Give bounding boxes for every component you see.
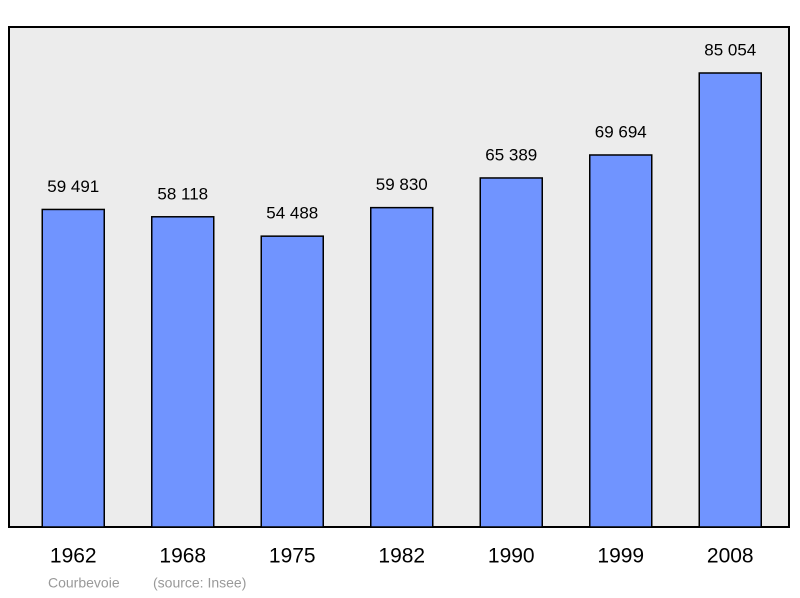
value-label: 54 488	[266, 204, 318, 223]
value-label: 59 491	[47, 177, 99, 196]
x-tick-label: 1975	[269, 545, 316, 568]
x-tick-label: 2008	[707, 545, 754, 568]
x-tick-label: 1990	[488, 545, 535, 568]
x-tick-label: 1999	[597, 545, 644, 568]
chart-caption: (source: Insee)	[153, 575, 246, 591]
bar	[589, 154, 653, 528]
x-tick-label: 1982	[378, 545, 425, 568]
chart-subtitle: Courbevoie	[48, 575, 120, 591]
value-label: 85 054	[704, 40, 756, 59]
bar	[260, 235, 324, 528]
value-label: 59 830	[376, 175, 428, 194]
x-tick-label: 1962	[50, 545, 97, 568]
bar	[151, 216, 215, 528]
value-label: 69 694	[595, 122, 647, 141]
value-label: 65 389	[485, 145, 537, 164]
bar	[479, 177, 543, 528]
x-tick-label: 1968	[159, 545, 206, 568]
bar	[698, 72, 762, 528]
bar	[41, 208, 105, 528]
value-label: 58 118	[157, 184, 208, 203]
bar	[370, 206, 434, 528]
